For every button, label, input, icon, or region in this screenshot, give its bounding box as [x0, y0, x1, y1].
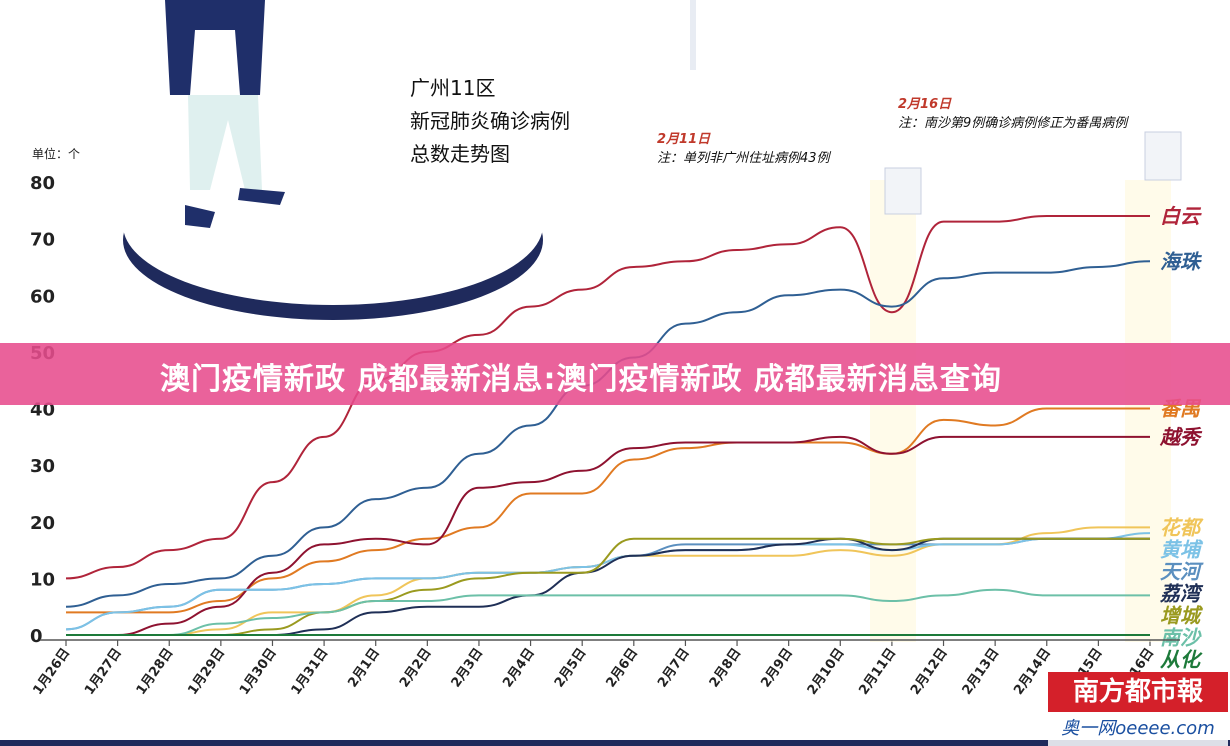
x-tick-label: 1月30日 [237, 646, 280, 698]
highlight-feb11 [870, 180, 916, 642]
series-label-白云: 白云 [1160, 204, 1202, 228]
y-tick-label: 10 [30, 569, 55, 590]
x-axis: 1月26日 1月27日 1月28日 1月29日 1月30日 1月31日 2月1日 2月2日 2月… [31, 640, 1157, 698]
series-label-越秀: 越秀 [1159, 425, 1203, 449]
series-line-番禺 [65, 407, 1150, 614]
series-line-越秀 [66, 435, 1150, 636]
series-label-花都: 花都 [1160, 515, 1204, 539]
annotation-feb16: 2月16日 注：南沙第9例确诊病例修正为番禺病例 [898, 93, 1127, 131]
series-label-南沙: 南沙 [1160, 625, 1202, 649]
series-label-从化: 从化 [1160, 647, 1203, 671]
headline-banner-text: 澳门疫情新政 成都最新消息:澳门疫情新政 成都最新消息查询 [160, 362, 1002, 397]
x-tick-label: 1月29日 [185, 646, 228, 698]
highlight-feb16 [1125, 180, 1171, 642]
annotation-date: 2月16日 [898, 97, 952, 112]
x-tick-label: 2月13日 [960, 646, 1003, 698]
x-tick-label: 2月1日 [345, 646, 383, 691]
x-tick-label: 1月28日 [134, 646, 177, 698]
y-tick-label: 20 [30, 513, 55, 534]
series-line-荔湾 [66, 537, 1150, 636]
series-line-黄埔 [65, 532, 1151, 631]
x-tick-label: 1月26日 [31, 646, 74, 698]
note-doc-icons [884, 131, 1182, 215]
x-tick-label: 1月27日 [82, 646, 125, 698]
x-tick-label: 2月4日 [500, 646, 538, 691]
x-tick-label: 2月11日 [856, 646, 899, 698]
x-tick-label: 2月6日 [604, 646, 642, 691]
series-line-天河 [65, 537, 1150, 631]
series-label-天河: 天河 [1160, 559, 1204, 583]
y-tick-label: 70 [30, 230, 55, 251]
bottom-bar [0, 740, 1230, 746]
chart-title: 广州11区 新冠肺炎确诊病例 总数走势图 [410, 72, 570, 171]
site-watermark[interactable]: 奥一网oeeee.com [1048, 712, 1228, 746]
title-line-2: 新冠肺炎确诊病例 [410, 109, 570, 133]
x-tick-label: 2月8日 [707, 646, 745, 691]
series-label-黄埔: 黄埔 [1160, 537, 1204, 561]
series-label-海珠: 海珠 [1160, 249, 1202, 273]
unit-label: 单位：个 [32, 147, 81, 161]
y-tick-label: 60 [30, 286, 55, 307]
y-tick-label: 80 [30, 173, 55, 194]
x-tick-label: 2月12日 [908, 646, 951, 698]
series-label-增城: 增城 [1160, 603, 1203, 627]
y-tick-label: 0 [30, 626, 43, 647]
x-tick-label: 2月3日 [449, 646, 487, 691]
y-tick-label: 30 [30, 456, 55, 477]
series-line-南沙 [66, 588, 1150, 636]
decorative-figure [123, 0, 696, 320]
y-axis: 01020304050607080 [30, 173, 55, 647]
x-tick-label: 2月9日 [758, 646, 796, 691]
series-line-白云 [65, 214, 1150, 580]
x-tick-label: 2月2日 [397, 646, 435, 691]
title-line-1: 广州11区 [410, 76, 496, 100]
annotation-text: 注：单列非广州住址病例43例 [657, 151, 830, 166]
x-tick-label: 2月5日 [552, 646, 590, 691]
x-tick-label: 1月31日 [289, 646, 332, 698]
publisher-logo: 南方都市報 [1048, 672, 1228, 712]
annotation-feb11: 2月11日 注：单列非广州住址病例43例 [657, 128, 830, 166]
annotation-text: 注：南沙第9例确诊病例修正为番禺病例 [898, 116, 1128, 131]
series-line-增城 [66, 537, 1150, 636]
series-label-荔湾: 荔湾 [1159, 581, 1204, 605]
title-line-3: 总数走势图 [410, 142, 510, 166]
x-tick-label: 2月10日 [805, 646, 848, 698]
annotation-date: 2月11日 [657, 132, 711, 147]
headline-banner [0, 343, 1230, 405]
series-lines [65, 214, 1151, 636]
x-tick-label: 2月7日 [655, 646, 693, 691]
